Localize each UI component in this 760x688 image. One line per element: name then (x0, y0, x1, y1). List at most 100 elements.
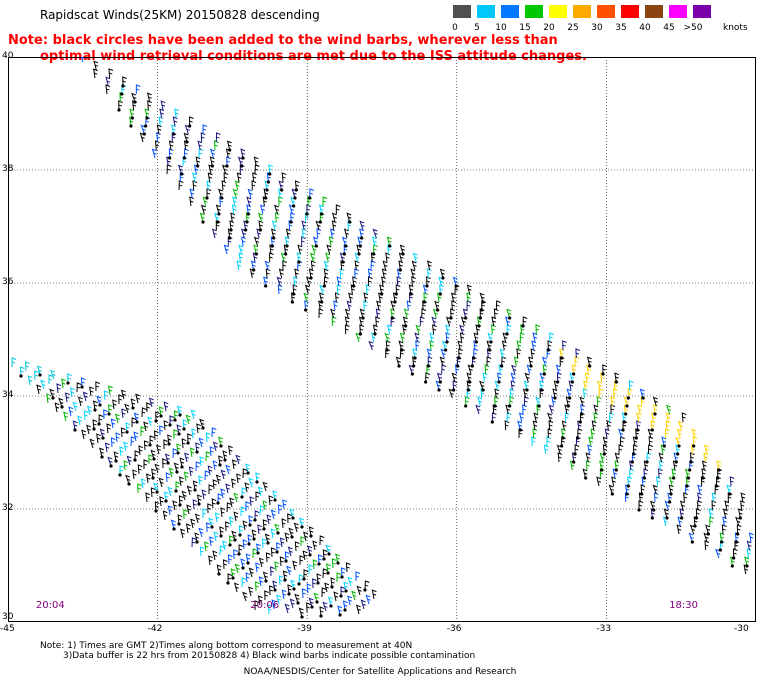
wind-barb (144, 108, 150, 120)
wind-barb (236, 172, 242, 183)
wind-barb (513, 356, 519, 367)
wind-barb (238, 525, 244, 537)
wind-barb (575, 348, 581, 359)
wind-barb (322, 549, 328, 561)
wind-barb (248, 567, 254, 578)
wind-barb (517, 420, 523, 432)
wind-barb (220, 469, 226, 480)
wind-barb (344, 308, 350, 319)
wind-barb (147, 416, 153, 427)
wind-barb (386, 236, 392, 248)
wind-barb (328, 236, 334, 247)
wind-barb (547, 428, 553, 439)
wind-barb (736, 524, 742, 536)
wind-barb (132, 469, 138, 480)
wind-barb (284, 603, 290, 614)
wind-barb (232, 188, 238, 199)
wind-barb (131, 417, 137, 428)
wind-barb (298, 607, 304, 619)
wind-barb (93, 60, 99, 71)
wind-barb (238, 244, 244, 255)
wind-barb (242, 520, 248, 531)
wind-barb (511, 364, 517, 375)
wind-barb (234, 180, 240, 191)
wind-barb (318, 308, 324, 319)
wind-barb (159, 425, 164, 436)
wind-barb (258, 220, 264, 232)
wind-barb (158, 406, 164, 418)
wind-barb (340, 567, 346, 579)
wind-barb (411, 276, 416, 287)
wind-barb (688, 532, 694, 544)
wind-barb (233, 582, 239, 593)
wind-barb (68, 406, 74, 417)
wind-barb (328, 596, 333, 608)
wind-barb (335, 204, 341, 215)
wind-barb (213, 140, 219, 151)
wind-barb (580, 404, 585, 416)
wind-barb (141, 407, 147, 418)
wind-barb (233, 549, 238, 560)
wind-barb (583, 380, 588, 391)
wind-barb (367, 276, 373, 287)
wind-barb (168, 467, 174, 478)
wind-barb (609, 412, 614, 423)
wind-barb (83, 410, 89, 421)
wind-barb (333, 300, 339, 311)
wind-barb (93, 68, 98, 79)
wind-barb (167, 505, 173, 516)
wind-barb (271, 228, 276, 240)
wind-barb (137, 483, 142, 494)
wind-barb (692, 436, 698, 448)
wind-barb (255, 581, 260, 592)
wind-barb (419, 316, 425, 327)
wind-barb (722, 508, 728, 519)
wind-barb (330, 577, 336, 589)
wind-barb (571, 452, 577, 464)
wind-barb (286, 565, 292, 576)
wind-barb (121, 76, 127, 88)
wind-barb (256, 543, 261, 555)
wind-barb (321, 587, 327, 598)
wind-barb (76, 382, 82, 393)
wind-barb (316, 573, 322, 585)
wind-barb (491, 324, 496, 335)
warning-note-line-1: Note: black circles have been added to t… (8, 33, 558, 48)
wind-barb (135, 84, 141, 95)
wind-barb (213, 531, 219, 542)
wind-barb (159, 108, 165, 119)
wind-barb (277, 284, 283, 295)
wind-barb (247, 188, 253, 199)
legend-label: 25 (567, 23, 579, 33)
wind-barb (162, 458, 167, 469)
wind-barb (342, 600, 348, 612)
wind-barb (541, 356, 548, 367)
wind-barb (299, 555, 305, 566)
legend-label: >50 (683, 23, 703, 33)
wind-barb (126, 455, 132, 466)
wind-barb (289, 598, 295, 609)
wind-barb (590, 428, 596, 439)
wind-barb (180, 528, 185, 539)
lat-label: 34 (2, 390, 14, 400)
wind-barb (267, 604, 273, 615)
wind-barb (721, 524, 727, 535)
wind-barb (209, 156, 215, 168)
wind-barb (658, 460, 664, 471)
wind-barb (555, 364, 561, 375)
wind-barb (709, 516, 715, 527)
wind-barb (531, 436, 536, 447)
wind-barb (628, 380, 634, 391)
wind-barb (601, 364, 607, 376)
wind-barb (103, 390, 109, 401)
wind-barb (308, 526, 314, 538)
wind-barb (697, 500, 702, 511)
wind-barb (359, 220, 365, 231)
wind-barb (665, 404, 672, 415)
wind-barb (602, 444, 608, 456)
wind-barb (253, 244, 259, 256)
wind-barb (479, 380, 485, 392)
wind-barb (591, 420, 597, 431)
wind-barb (412, 348, 418, 360)
wind-barb (421, 308, 427, 319)
